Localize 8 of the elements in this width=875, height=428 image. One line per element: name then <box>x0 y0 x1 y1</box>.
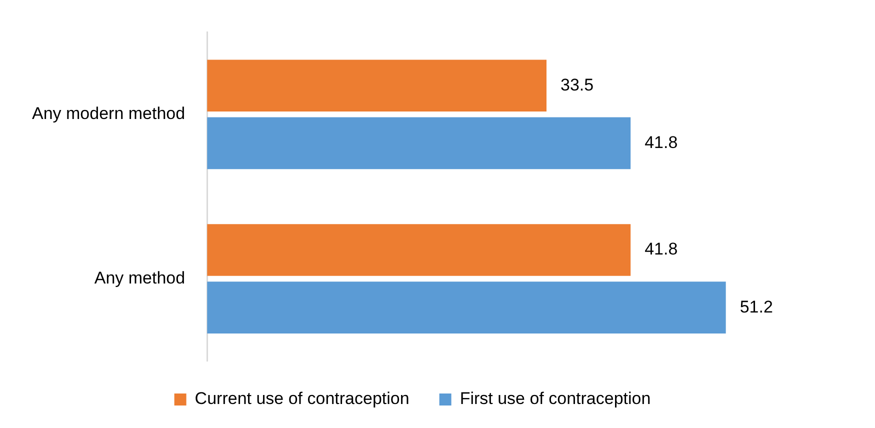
data-label: 41.8 <box>644 240 678 259</box>
legend-label: Current use of contraception <box>194 389 410 408</box>
legend-label: First use of contraception <box>460 389 651 408</box>
y-tick-label: Any modern method <box>32 104 186 124</box>
y-tick-label: Any method <box>94 268 186 288</box>
data-label: 33.5 <box>560 75 594 94</box>
data-label: 51.2 <box>740 297 773 316</box>
data-label: 41.8 <box>644 132 678 152</box>
